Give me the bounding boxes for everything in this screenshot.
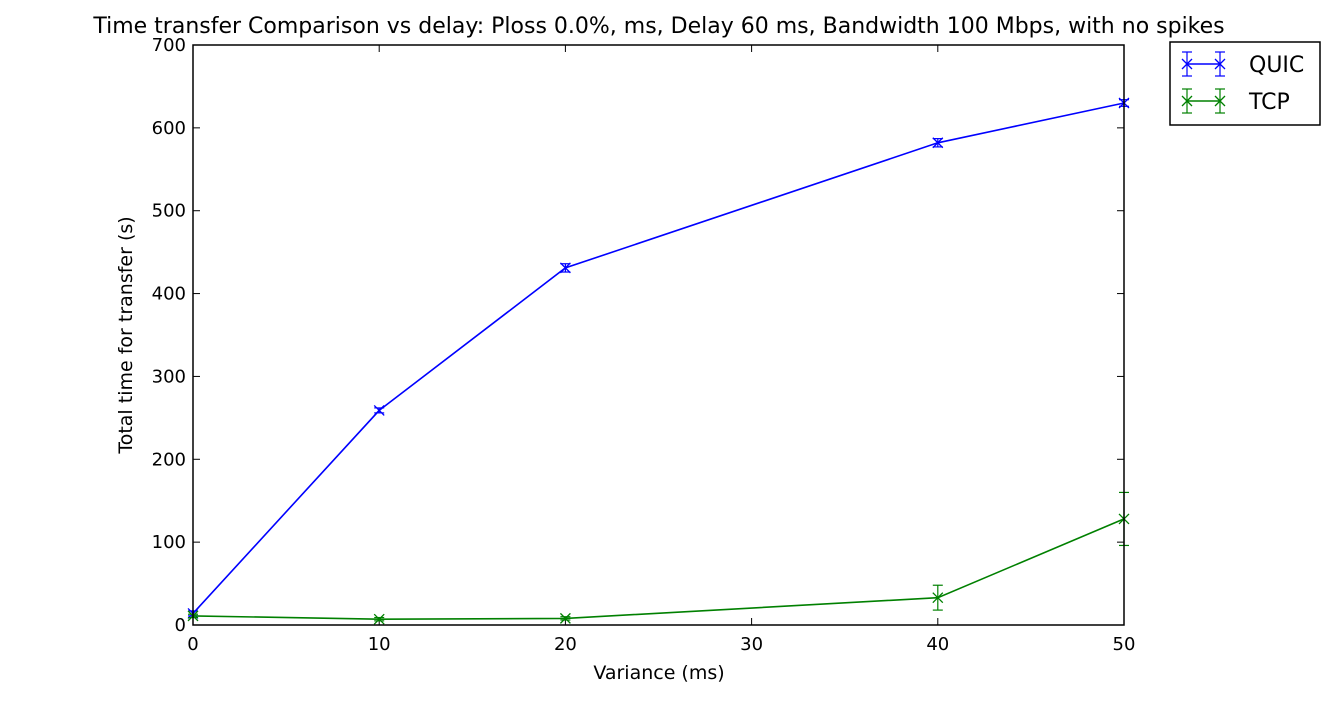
data-point-tcp-3 [932,592,944,604]
y-tick-label-0: 0 [175,615,186,636]
series-layer [187,97,1130,625]
legend: QUIC TCP [1169,41,1321,126]
legend-label-tcp: TCP [1248,90,1290,115]
legend-item-tcp: TCP [1181,88,1290,115]
legend-box [1169,41,1321,126]
y-tick-label-3: 300 [152,366,186,387]
y-tick-label-6: 600 [152,118,186,139]
legend-label-quic: QUIC [1249,53,1304,78]
y-tick-label-1: 100 [152,532,186,553]
series-quic [187,97,1130,619]
x-axis-label: Variance (ms) [593,662,724,684]
x-tick-label-2: 20 [554,634,577,655]
y-tick-label-4: 400 [152,284,186,305]
x-tick-label-5: 50 [1113,634,1136,655]
series-line-tcp [192,518,1125,621]
series-tcp [187,491,1130,625]
data-point-quic-1 [373,404,385,416]
x-tick-label-3: 30 [740,634,763,655]
data-point-tcp-2 [559,612,571,624]
y-tick-label-7: 700 [152,35,186,56]
x-tick-label-4: 40 [926,634,949,655]
data-point-quic-3 [932,137,944,149]
y-axis-label: Total time for transfer (s) [115,216,137,454]
y-tick-label-2: 200 [152,449,186,470]
data-point-tcp-1 [373,613,385,625]
x-tick-label-0: 0 [187,634,198,655]
chart-title: Time transfer Comparison vs delay: Ploss… [92,14,1224,39]
plot-frame [192,44,1125,626]
x-tick-label-1: 10 [368,634,391,655]
y-tick-label-5: 500 [152,201,186,222]
legend-item-quic: QUIC [1181,51,1304,78]
data-point-quic-2 [559,262,571,274]
series-line-quic [192,102,1125,614]
